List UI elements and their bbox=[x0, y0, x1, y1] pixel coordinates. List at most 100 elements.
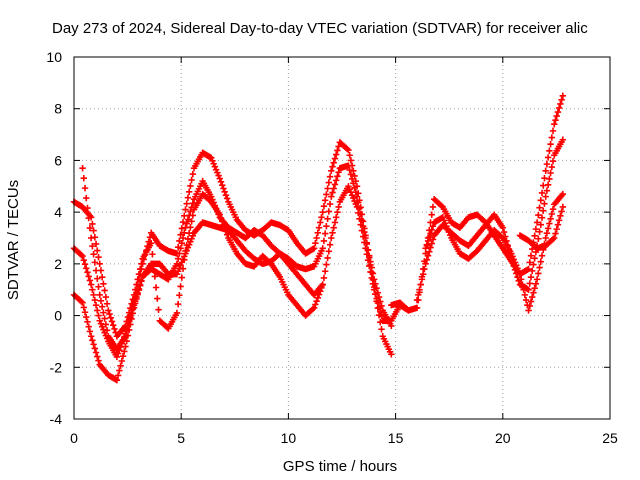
data-point bbox=[85, 323, 92, 330]
data-point bbox=[83, 194, 90, 202]
data-point bbox=[424, 237, 432, 245]
data-point bbox=[107, 314, 114, 321]
data-point bbox=[78, 251, 85, 259]
data-point bbox=[445, 228, 453, 236]
data-point bbox=[335, 169, 342, 176]
data-point bbox=[320, 237, 328, 245]
data-point bbox=[101, 315, 108, 322]
data-point bbox=[331, 181, 339, 188]
data-point bbox=[325, 208, 333, 215]
data-point bbox=[521, 291, 529, 299]
data-point bbox=[326, 241, 334, 248]
data-point bbox=[323, 191, 330, 198]
data-point bbox=[80, 256, 88, 264]
data-point bbox=[526, 259, 533, 266]
data-point bbox=[95, 312, 102, 319]
data-point bbox=[535, 270, 542, 277]
data-point bbox=[424, 252, 432, 259]
data-point bbox=[345, 146, 352, 154]
data-point bbox=[438, 202, 445, 210]
data-point bbox=[329, 229, 336, 237]
data-point bbox=[183, 200, 190, 207]
data-point bbox=[122, 330, 129, 337]
data-point bbox=[537, 197, 544, 204]
data-point bbox=[89, 242, 96, 250]
data-point bbox=[350, 194, 357, 202]
chart-title: Day 273 of 2024, Sidereal Day-to-day VTE… bbox=[52, 20, 588, 37]
data-point bbox=[324, 185, 331, 192]
data-point bbox=[222, 228, 230, 235]
data-point bbox=[314, 229, 322, 237]
data-point bbox=[97, 297, 105, 304]
data-point bbox=[173, 309, 181, 317]
data-point bbox=[508, 250, 515, 257]
data-point bbox=[421, 265, 428, 273]
data-point bbox=[555, 217, 563, 224]
data-point bbox=[181, 256, 188, 263]
data-point bbox=[345, 183, 352, 190]
data-point bbox=[105, 307, 112, 314]
data-point bbox=[326, 200, 334, 208]
data-point bbox=[220, 185, 227, 192]
x-tick-label: 10 bbox=[281, 430, 297, 446]
data-point bbox=[318, 214, 325, 221]
data-point bbox=[546, 175, 553, 183]
x-tick-label: 5 bbox=[177, 430, 185, 446]
y-tick-label: 10 bbox=[46, 49, 62, 65]
data-point bbox=[330, 224, 337, 231]
data-point bbox=[319, 245, 326, 252]
data-point bbox=[549, 205, 557, 213]
data-point bbox=[80, 174, 88, 182]
data-point bbox=[329, 163, 336, 170]
data-point bbox=[351, 197, 358, 205]
data-point bbox=[187, 182, 194, 190]
data-point bbox=[323, 261, 330, 268]
data-point bbox=[111, 325, 118, 333]
data-point bbox=[106, 310, 113, 318]
data-point bbox=[549, 157, 557, 165]
data-point bbox=[546, 220, 553, 227]
data-point bbox=[352, 188, 359, 196]
data-point bbox=[444, 225, 451, 233]
data-point bbox=[543, 160, 551, 168]
data-point bbox=[174, 300, 182, 308]
data-point bbox=[183, 241, 190, 249]
data-point bbox=[219, 218, 226, 225]
data-point bbox=[525, 307, 532, 314]
data-point bbox=[118, 340, 125, 347]
data-point bbox=[446, 231, 454, 239]
data-point bbox=[176, 292, 183, 299]
data-point bbox=[220, 221, 227, 228]
data-point bbox=[179, 218, 187, 226]
data-point bbox=[90, 291, 97, 299]
data-point bbox=[335, 203, 342, 211]
data-point bbox=[378, 326, 385, 333]
data-point bbox=[127, 304, 134, 312]
data-point bbox=[81, 261, 89, 268]
data-point bbox=[415, 291, 422, 299]
data-point bbox=[100, 309, 107, 316]
data-point bbox=[132, 286, 139, 293]
data-point bbox=[558, 208, 565, 215]
data-point bbox=[98, 303, 106, 310]
data-point bbox=[535, 211, 542, 219]
data-point bbox=[119, 353, 127, 360]
data-point bbox=[429, 203, 437, 211]
data-point bbox=[514, 265, 521, 272]
data-point bbox=[95, 283, 102, 290]
data-point bbox=[315, 291, 323, 298]
data-point bbox=[89, 220, 96, 228]
data-point bbox=[529, 267, 536, 275]
data-point bbox=[121, 333, 128, 341]
data-point bbox=[312, 301, 319, 308]
data-point bbox=[325, 179, 333, 186]
data-point bbox=[319, 281, 326, 288]
data-point bbox=[529, 293, 536, 301]
data-point bbox=[516, 271, 524, 278]
data-point bbox=[372, 280, 379, 288]
data-point bbox=[554, 108, 562, 116]
data-point bbox=[413, 304, 421, 312]
data-point bbox=[95, 254, 102, 261]
data-point bbox=[155, 306, 162, 313]
data-point bbox=[182, 247, 189, 255]
